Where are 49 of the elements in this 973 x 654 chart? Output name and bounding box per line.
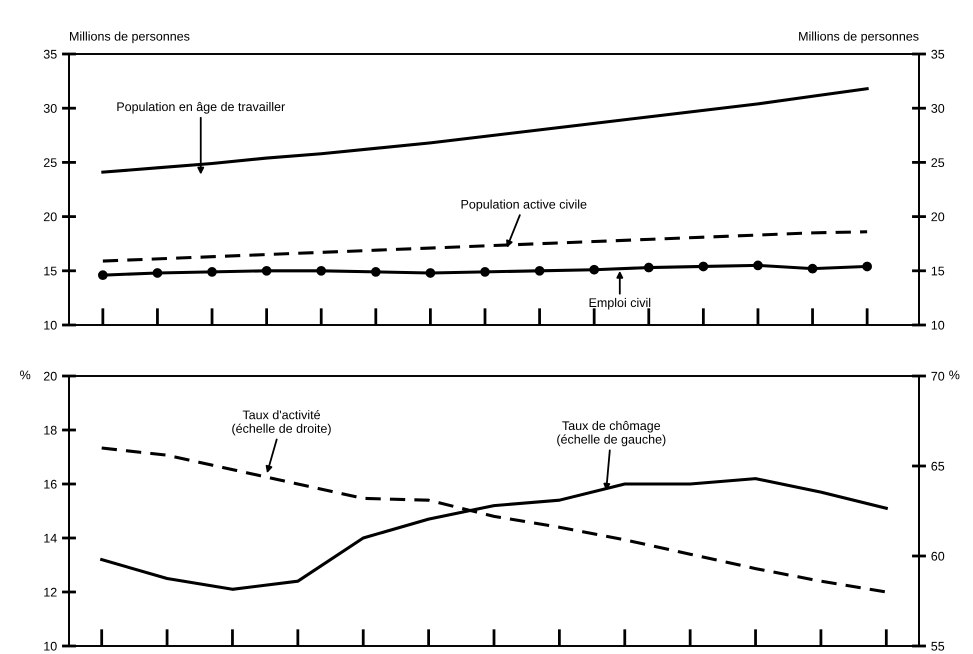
point [98, 270, 108, 280]
point [480, 267, 490, 277]
point [370, 267, 381, 277]
y-tick-label: 20 [44, 372, 57, 381]
point [152, 268, 162, 278]
y-tick-label: 20 [44, 212, 57, 222]
point [862, 262, 872, 272]
y2-tick-label: 70 [931, 372, 944, 381]
y-tick-label: 25 [44, 158, 57, 168]
line-series [101, 230, 869, 263]
y2-tick-label: 35 [931, 50, 944, 59]
annotation: Emploi civil [590, 298, 650, 310]
y-tick-label: 12 [44, 588, 57, 597]
y-tick-label: 10 [44, 642, 57, 651]
point [534, 266, 544, 276]
y2-tick-label: 25 [931, 158, 944, 168]
point [316, 266, 326, 276]
y2-tick-label: 65 [931, 462, 944, 471]
y2-tick-label: 30 [931, 104, 944, 113]
annotation: Population en âge de travailler [117, 102, 285, 114]
line-series [101, 87, 869, 174]
point [644, 262, 654, 272]
y2-axis-title: % [949, 370, 960, 380]
y2-tick-label: 15 [932, 266, 944, 276]
y-tick-label: 14 [44, 534, 57, 543]
y2-tick-label: 60 [931, 552, 944, 561]
point [426, 268, 436, 278]
y-tick-label: 15 [44, 266, 57, 276]
annotation: Population active civile [462, 200, 586, 212]
annotation: Taux d'activité (échelle de droite) [232, 410, 331, 436]
annotation: Taux de chômage (échelle de gauche) [557, 420, 666, 446]
point [698, 262, 708, 272]
y2-axis-title: Millions de personnes [799, 32, 919, 44]
y-tick-label: 16 [44, 480, 57, 489]
y-tick-label: 10 [44, 320, 57, 330]
y2-tick-label: 10 [932, 320, 944, 330]
point [262, 266, 272, 276]
y-tick-label: 30 [44, 104, 57, 113]
y-tick-label: 18 [44, 426, 57, 435]
point [589, 264, 600, 275]
point [207, 267, 217, 277]
line-series [100, 446, 888, 594]
y2-tick-label: 55 [931, 642, 944, 651]
point [808, 264, 818, 274]
y-tick-label: 35 [44, 50, 57, 59]
y-axis-title: Millions de personnes [70, 32, 190, 44]
y-axis-title: % [20, 370, 30, 380]
point [753, 260, 763, 270]
y2-tick-label: 20 [931, 212, 944, 222]
